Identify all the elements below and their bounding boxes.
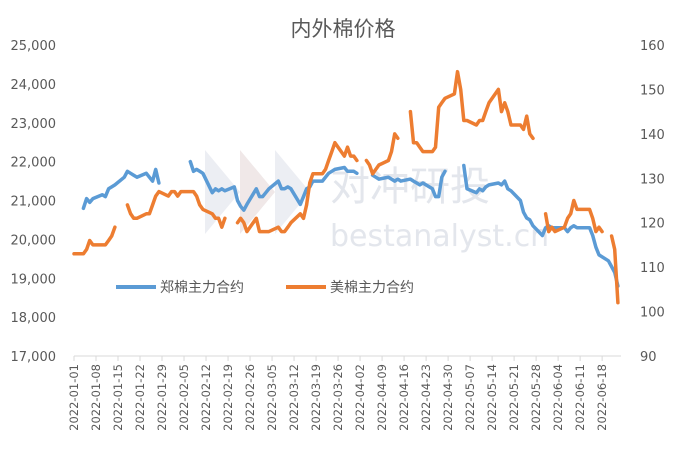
right-tick-label: 150 bbox=[640, 83, 665, 98]
x-tick-label: 2022-05-28 bbox=[529, 364, 543, 431]
x-tick-label: 2022-04-23 bbox=[419, 364, 433, 431]
right-axis: 90 100 110 120 130 140 150 160 bbox=[640, 39, 665, 365]
watermark-text-en: bestanalyst.cn bbox=[330, 219, 549, 254]
x-tick-label: 2022-02-19 bbox=[221, 364, 235, 431]
left-tick-label: 24,000 bbox=[11, 78, 57, 93]
legend-label-zhengmian: 郑棉主力合约 bbox=[160, 279, 244, 296]
right-tick-label: 140 bbox=[640, 128, 665, 143]
right-tick-label: 120 bbox=[640, 217, 665, 232]
legend-label-meimian: 美棉主力合约 bbox=[330, 279, 414, 296]
meimian-series-line-segment bbox=[125, 189, 227, 229]
zhengmian-series-line-segment bbox=[188, 159, 359, 212]
x-tick-label: 2022-03-05 bbox=[265, 364, 279, 431]
zhengmian-series-line-segment bbox=[81, 167, 161, 211]
meimian-series-line-segment bbox=[609, 234, 620, 305]
left-tick-label: 22,000 bbox=[11, 156, 57, 171]
zhengmian-series-line-segment bbox=[370, 169, 447, 199]
right-tick-label: 130 bbox=[640, 172, 665, 187]
left-tick-label: 19,000 bbox=[11, 272, 57, 287]
x-tick-label: 2022-03-12 bbox=[287, 364, 301, 431]
x-tick-label: 2022-01-22 bbox=[133, 364, 147, 431]
left-tick-label: 18,000 bbox=[11, 311, 57, 326]
right-tick-label: 110 bbox=[640, 261, 665, 276]
zhengmian-series-line-segment bbox=[462, 163, 620, 288]
meimian-series-line-segment bbox=[543, 198, 604, 234]
x-tick-label: 2022-05-07 bbox=[463, 364, 477, 431]
left-tick-label: 17,000 bbox=[11, 350, 57, 365]
meimian-series-line-segment bbox=[364, 132, 400, 176]
x-axis: 2022-01-01 2022-01-08 2022-01-15 2022-01-22… bbox=[67, 356, 609, 431]
meimian-series-line-segment bbox=[408, 69, 535, 154]
x-tick-label: 2022-06-18 bbox=[595, 364, 609, 431]
x-tick-label: 2022-02-05 bbox=[177, 364, 191, 431]
right-tick-label: 100 bbox=[640, 306, 665, 321]
x-tick-label: 2022-05-14 bbox=[485, 364, 499, 431]
x-tick-label: 2022-06-04 bbox=[551, 364, 565, 431]
x-tick-label: 2022-04-30 bbox=[441, 364, 455, 431]
x-tick-label: 2022-01-01 bbox=[67, 364, 81, 431]
series-layer bbox=[72, 69, 620, 305]
x-tick-label: 2022-03-26 bbox=[331, 364, 345, 431]
x-tick-label: 2022-04-02 bbox=[353, 364, 367, 431]
chart-title: 内外棉价格 bbox=[291, 17, 396, 41]
x-tick-label: 2022-01-29 bbox=[155, 364, 169, 431]
right-tick-label: 90 bbox=[640, 350, 657, 365]
x-tick-label: 2022-05-21 bbox=[507, 364, 521, 431]
x-tick-label: 2022-01-15 bbox=[111, 364, 125, 431]
x-tick-label: 2022-02-26 bbox=[243, 364, 257, 431]
x-tick-label: 2022-03-19 bbox=[309, 364, 323, 431]
legend: 郑棉主力合约 美棉主力合约 bbox=[116, 279, 414, 296]
left-tick-label: 20,000 bbox=[11, 233, 57, 248]
left-tick-label: 23,000 bbox=[11, 117, 57, 132]
right-tick-label: 160 bbox=[640, 39, 665, 54]
x-tick-label: 2022-01-08 bbox=[89, 364, 103, 431]
meimian-series-line-segment bbox=[72, 225, 117, 256]
x-tick-label: 2022-06-11 bbox=[573, 364, 587, 431]
left-tick-label: 25,000 bbox=[11, 39, 57, 54]
x-tick-label: 2022-04-09 bbox=[375, 364, 389, 431]
meimian-series-line-segment bbox=[235, 140, 359, 234]
left-tick-label: 21,000 bbox=[11, 195, 57, 210]
x-tick-label: 2022-04-16 bbox=[397, 364, 411, 431]
x-tick-label: 2022-02-12 bbox=[199, 364, 213, 431]
left-axis: 17,000 18,000 19,000 20,000 21,000 22,000 23,0… bbox=[11, 39, 57, 365]
